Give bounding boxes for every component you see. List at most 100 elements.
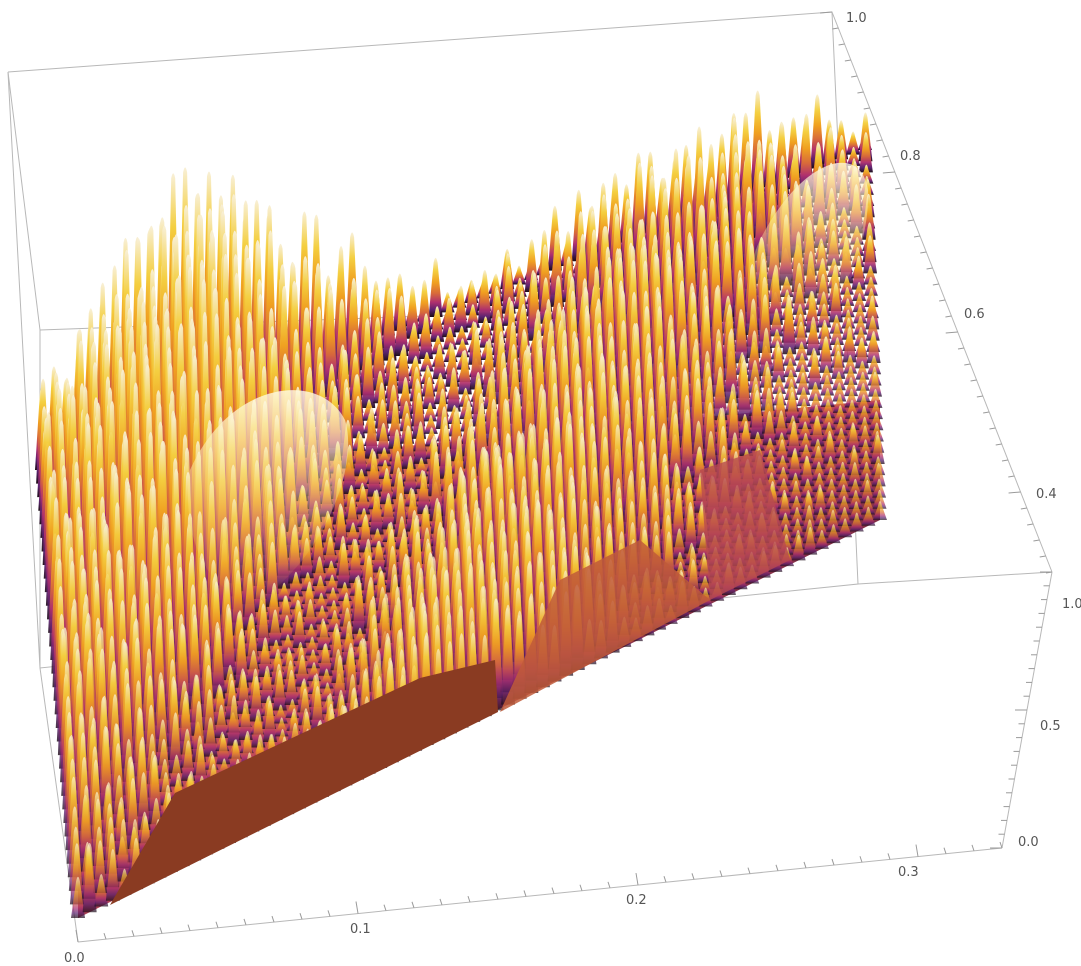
surface-spike xyxy=(748,359,763,393)
surface-spike xyxy=(405,285,420,339)
surface-spike xyxy=(852,281,867,301)
surface-spike xyxy=(372,331,387,391)
surface-spike xyxy=(351,395,366,439)
surface-spike xyxy=(823,455,838,475)
surface-spike xyxy=(858,132,873,173)
surface-flat-region xyxy=(110,660,498,905)
y-minor-tick xyxy=(901,203,908,206)
surface-spike xyxy=(211,627,226,699)
surface-spike xyxy=(820,374,835,396)
x-minor-tick xyxy=(327,910,331,917)
surface-spike xyxy=(806,316,821,356)
surface-spike xyxy=(796,387,811,407)
x-major-tick xyxy=(355,901,359,914)
axis-tick-labels: 0.0 0.1 0.2 0.3 0.4 0.6 0.8 1.0 0.0 0.5 … xyxy=(64,11,1081,966)
y-minor-tick xyxy=(964,363,971,366)
surface-spike xyxy=(821,410,836,430)
x-minor-tick xyxy=(103,932,107,940)
surface-spike xyxy=(279,595,294,628)
surface-spike xyxy=(783,358,798,378)
surface-spike xyxy=(268,609,283,646)
y-minor-tick xyxy=(995,443,1002,446)
surface-spike xyxy=(855,360,870,380)
y-tick-label-3: 1.0 xyxy=(846,11,867,26)
surface-spike xyxy=(398,376,413,419)
y-minor-tick xyxy=(907,219,914,222)
surface-spike xyxy=(838,518,853,538)
surface-spike xyxy=(136,772,151,830)
surface-spike xyxy=(794,341,809,361)
surface-spike xyxy=(831,371,846,391)
y-minor-tick xyxy=(1008,475,1015,478)
x-tick-label-2: 0.2 xyxy=(626,893,647,908)
surface-spike xyxy=(848,478,863,498)
surface-spike xyxy=(871,462,886,487)
surface-spike xyxy=(82,842,97,913)
surface-spike xyxy=(795,352,810,372)
surface-spike xyxy=(774,410,789,440)
surface-spike xyxy=(776,478,791,498)
x-minor-tick xyxy=(243,918,247,926)
surface-spike xyxy=(848,489,863,509)
y-minor-tick xyxy=(945,315,952,318)
surface-spike xyxy=(771,346,786,383)
surface-spike xyxy=(775,455,790,475)
surface-spike xyxy=(836,473,851,493)
surface-spike xyxy=(824,467,839,487)
surface-spike xyxy=(845,399,860,419)
surface-spike xyxy=(356,485,371,515)
surface-spike xyxy=(860,495,875,515)
surface-spike xyxy=(168,712,183,774)
surface-spike xyxy=(273,704,288,724)
surface-spike xyxy=(772,374,787,394)
x-major-tick xyxy=(915,844,919,857)
y-minor-tick xyxy=(1027,523,1034,526)
surface-spike xyxy=(836,484,851,504)
surface-spike xyxy=(469,329,484,390)
surface-spike xyxy=(842,326,857,363)
surface-spike xyxy=(279,614,294,641)
surface-spike xyxy=(306,649,321,669)
surface-spike xyxy=(812,472,827,492)
surface-spike xyxy=(376,422,391,454)
surface-spike xyxy=(778,512,793,532)
surface-spike xyxy=(379,467,394,505)
surface-spike xyxy=(681,466,696,495)
surface-spike xyxy=(318,643,333,676)
surface-spike xyxy=(465,281,480,316)
x-minor-tick xyxy=(999,841,1003,849)
surface-spike xyxy=(863,265,878,285)
y-major-tick xyxy=(819,11,833,14)
surface-spike xyxy=(454,325,469,345)
surface-spike xyxy=(872,489,887,509)
surface-spike xyxy=(234,628,249,688)
x-minor-tick xyxy=(383,904,387,911)
surface-spike xyxy=(333,654,348,709)
x-minor-tick xyxy=(691,873,695,880)
surface-spike xyxy=(858,439,873,459)
surface-spike xyxy=(813,507,828,527)
surface-spike xyxy=(262,700,277,742)
surface-spike xyxy=(345,496,360,533)
surface-spike xyxy=(789,495,804,515)
surface-spike xyxy=(292,611,307,648)
surface-spike xyxy=(865,295,880,330)
x-major-tick xyxy=(75,929,79,943)
surface-spike xyxy=(845,411,860,431)
surface-spike xyxy=(747,330,762,382)
surface-spike xyxy=(834,427,849,447)
surface-spike xyxy=(354,468,369,489)
surface-spike xyxy=(312,556,327,586)
surface-spike xyxy=(222,607,237,681)
surface-spike xyxy=(802,505,817,532)
surface-spike xyxy=(868,400,883,420)
surface-spike xyxy=(861,193,876,240)
x-minor-tick xyxy=(803,861,807,869)
x-minor-tick xyxy=(747,867,751,874)
surface-spike xyxy=(299,537,314,579)
x-minor-tick xyxy=(971,844,975,852)
surface-spike xyxy=(372,540,387,573)
y-minor-tick xyxy=(926,267,933,270)
surface-spike xyxy=(868,388,883,408)
